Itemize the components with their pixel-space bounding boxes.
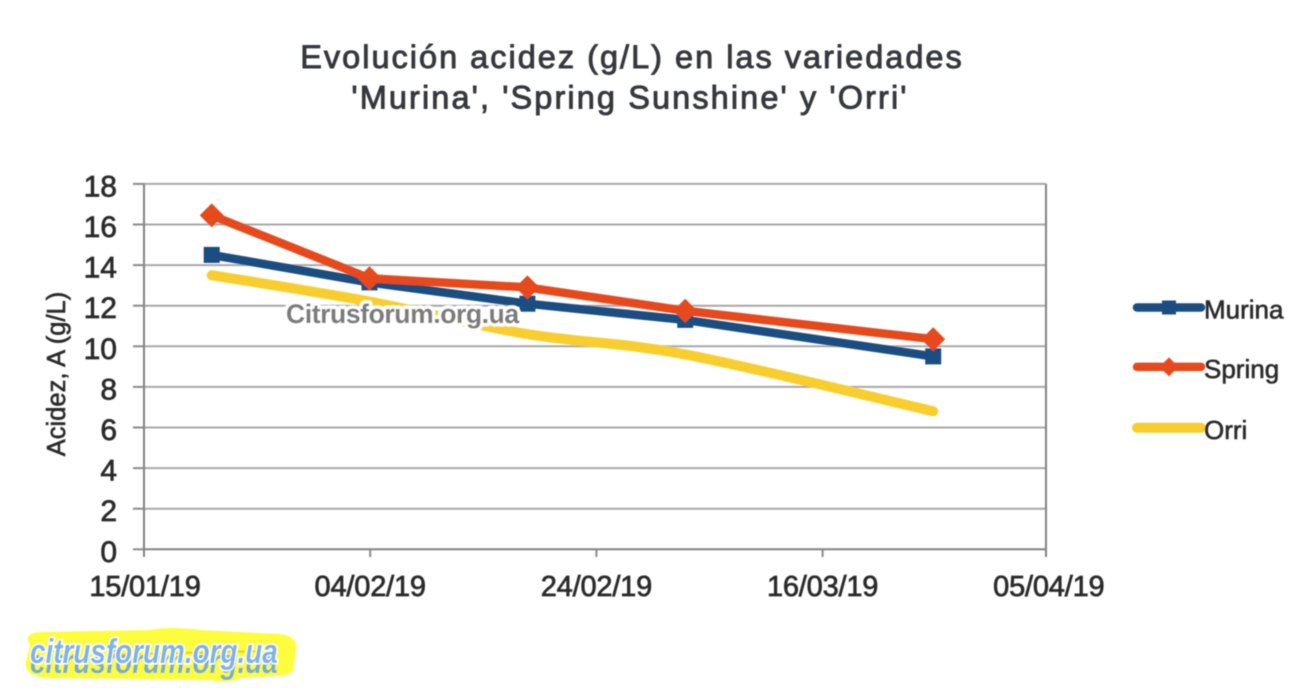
svg-text:citrusforum.org.ua: citrusforum.org.ua (30, 632, 278, 670)
svg-text:15/01/19: 15/01/19 (89, 571, 200, 603)
svg-text:Evolución acidez (g/L) en las: Evolución acidez (g/L) en las variedades (300, 39, 964, 75)
svg-text:Spring: Spring (1204, 354, 1279, 384)
svg-text:12: 12 (84, 292, 117, 325)
svg-text:8: 8 (100, 373, 117, 406)
svg-text:0: 0 (100, 536, 117, 569)
svg-text:04/02/19: 04/02/19 (315, 571, 426, 603)
svg-text:24/02/19: 24/02/19 (541, 571, 652, 603)
svg-text:Citrusforum.org.ua: Citrusforum.org.ua (286, 299, 519, 329)
svg-text:16/03/19: 16/03/19 (767, 571, 878, 603)
svg-text:18: 18 (84, 170, 117, 203)
svg-text:05/04/19: 05/04/19 (993, 571, 1104, 603)
svg-text:Citrusforum.org.ua: Citrusforum.org.ua (286, 299, 519, 329)
svg-text:14: 14 (84, 252, 117, 285)
svg-text:Murina: Murina (1204, 295, 1284, 325)
svg-text:Acidez, A (g/L): Acidez, A (g/L) (43, 292, 71, 456)
svg-text:Orri: Orri (1204, 415, 1247, 445)
svg-text:2: 2 (100, 495, 117, 528)
svg-text:6: 6 (100, 414, 117, 447)
svg-text:citrusforum.org.ua: citrusforum.org.ua (30, 642, 278, 680)
svg-text:4: 4 (100, 455, 117, 488)
svg-text:'Murina', 'Spring Sunshine' y: 'Murina', 'Spring Sunshine' y 'Orri' (351, 80, 908, 116)
svg-text:16: 16 (84, 211, 117, 244)
svg-text:10: 10 (84, 333, 117, 366)
